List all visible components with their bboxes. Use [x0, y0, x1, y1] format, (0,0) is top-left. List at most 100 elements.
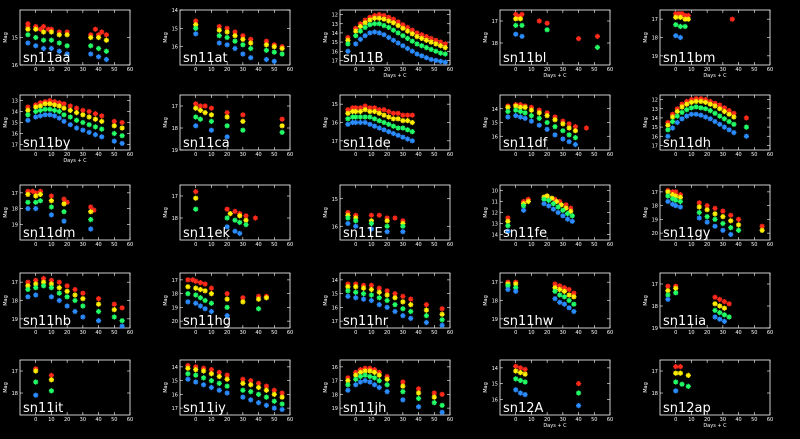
x-tick-label: 0 [674, 242, 677, 248]
data-point-series-3 [400, 313, 406, 319]
data-point-series-1 [513, 103, 519, 109]
data-point-series-1 [400, 25, 406, 31]
data-point-series-1 [390, 116, 396, 122]
x-tick-label: 0 [194, 67, 197, 73]
data-point-series-1 [67, 107, 73, 113]
plot-frame [499, 359, 611, 416]
data-point-series-0 [350, 105, 356, 111]
x-tick-label: 50 [591, 330, 597, 336]
panel-sn11bm: 0 10 20 30 40 50 60 17 18 19 Mag Days + C sn11bm [643, 9, 773, 79]
data-point-series-3 [80, 314, 86, 320]
y-tick-label: 18 [492, 41, 498, 47]
data-point-series-0 [193, 189, 199, 195]
data-point-series-3 [395, 132, 401, 138]
data-point-series-0 [566, 286, 572, 293]
x-tick-label: 20 [384, 417, 390, 423]
data-point-series-3 [522, 392, 528, 398]
data-point-series-2 [376, 295, 382, 301]
data-point-series-3 [345, 48, 351, 54]
x-tick-label: 30 [560, 152, 566, 158]
data-point-series-2 [56, 40, 62, 46]
y-tick-label: 18 [12, 391, 18, 397]
data-point-series-3 [119, 140, 125, 146]
data-point-series-3 [442, 59, 448, 65]
x-tick-label: 50 [111, 417, 117, 423]
x-tick-label: 0 [194, 152, 197, 158]
x-tick-label: 40 [735, 417, 741, 423]
data-point-series-1 [33, 193, 39, 199]
data-point-series-2 [433, 48, 439, 54]
data-point-series-2 [395, 125, 401, 131]
y-tick-label: 18 [172, 292, 178, 298]
data-point-series-3 [216, 40, 222, 46]
data-point-series-0 [561, 285, 567, 291]
x-tick-label: 30 [240, 152, 246, 158]
data-point-series-0 [428, 35, 434, 41]
data-point-series-2 [528, 113, 534, 119]
x-tick-label: 0 [674, 67, 677, 73]
data-point-series-0 [353, 212, 359, 218]
data-point-series-2 [386, 24, 392, 30]
y-tick-label: 17 [332, 58, 338, 64]
data-point-series-2 [384, 297, 390, 304]
y-axis-label: Mag [3, 117, 9, 128]
x-tick-label: 60 [287, 152, 293, 158]
data-point-series-1 [731, 114, 737, 120]
x-tick-label: 30 [720, 242, 726, 248]
data-point-series-2 [594, 44, 600, 50]
data-point-series-3 [679, 116, 685, 122]
supernova-label: sn11bl [503, 51, 546, 66]
x-tick-label: 60 [607, 152, 613, 158]
supernova-label: sn11it [23, 401, 63, 416]
x-tick-label: 60 [447, 417, 453, 423]
data-point-series-3 [376, 30, 382, 36]
data-point-series-0 [536, 107, 542, 113]
data-point-series-0 [376, 285, 382, 291]
data-point-series-0 [728, 212, 734, 218]
x-tick-label: 40 [415, 330, 421, 336]
data-point-series-0 [405, 112, 411, 118]
data-point-series-2 [80, 303, 86, 309]
data-point-series-0 [197, 280, 203, 286]
data-point-series-1 [357, 108, 363, 115]
data-point-series-1 [80, 296, 86, 302]
y-tick-label: 17 [172, 104, 178, 110]
x-tick-label: 60 [607, 330, 613, 336]
data-point-series-2 [64, 43, 70, 49]
data-point-series-3 [517, 390, 523, 396]
plot-frame [179, 9, 291, 66]
data-point-series-2 [505, 108, 511, 115]
x-tick-label: 0 [34, 417, 37, 423]
x-tick-label: 40 [575, 67, 581, 73]
data-point-series-3 [368, 226, 374, 232]
data-point-series-1 [202, 110, 208, 116]
data-point-series-3 [67, 122, 73, 128]
data-point-series-2 [193, 292, 199, 298]
data-point-series-0 [376, 107, 382, 113]
data-point-series-2 [546, 197, 552, 203]
data-point-series-2 [61, 112, 67, 118]
data-point-series-1 [428, 39, 434, 45]
data-point-series-3 [571, 308, 577, 315]
data-point-series-1 [693, 98, 699, 104]
data-point-series-2 [684, 107, 690, 113]
data-point-series-3 [357, 379, 363, 385]
data-point-series-2 [279, 401, 285, 407]
x-tick-label: 10 [688, 67, 694, 73]
data-point-series-1 [367, 108, 373, 115]
data-point-series-0 [395, 110, 401, 116]
data-point-series-0 [372, 12, 378, 19]
data-point-series-3 [522, 115, 528, 121]
data-point-series-0 [80, 107, 86, 113]
x-tick-label: 20 [64, 242, 70, 248]
data-point-series-1 [25, 107, 31, 113]
supernova-label: sn11E [343, 226, 383, 241]
data-point-series-1 [64, 288, 70, 294]
data-point-series-2 [376, 118, 382, 124]
data-point-series-2 [185, 291, 191, 297]
data-point-series-3 [248, 397, 254, 403]
data-point-series-0 [679, 11, 685, 17]
data-point-series-0 [103, 32, 109, 38]
x-tick-label: 20 [384, 330, 390, 336]
